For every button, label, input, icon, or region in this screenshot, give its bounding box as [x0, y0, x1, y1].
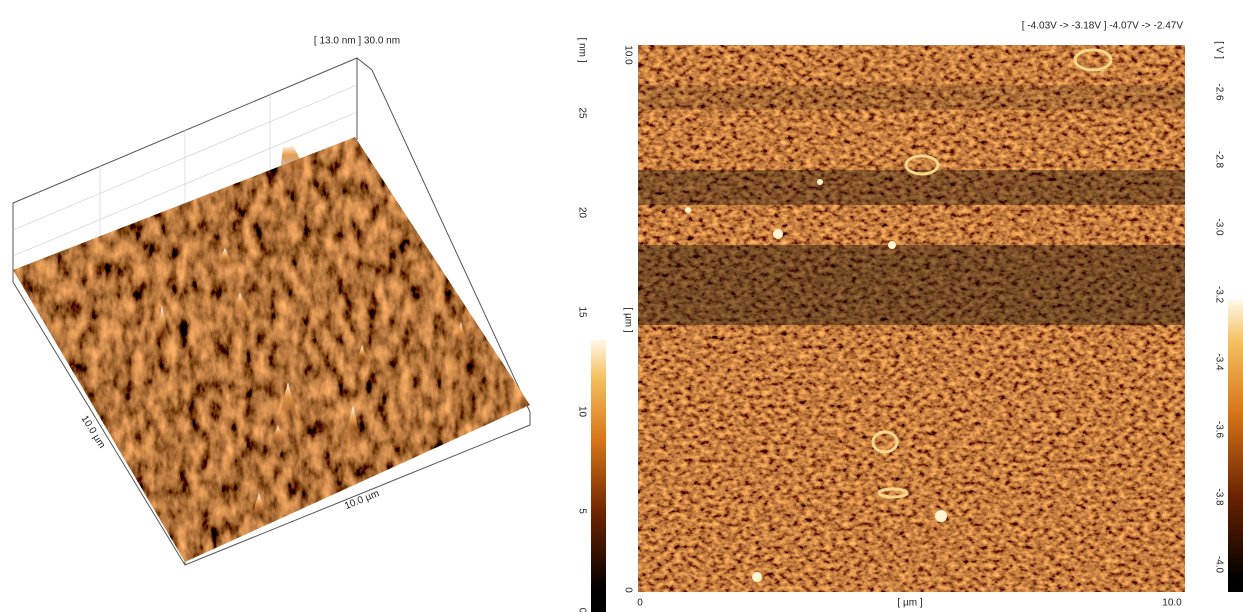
voltage-tick-label: -2.6 — [1213, 83, 1224, 101]
height-colorbar — [591, 340, 606, 590]
x-size-label: 10.0 µm — [343, 488, 381, 512]
y-max-label: 10.0 — [622, 45, 633, 65]
voltage-tick-label: -3.4 — [1213, 353, 1224, 371]
y-axis-label: [ µm ] — [622, 307, 633, 332]
voltage-tick-label: -3.6 — [1213, 421, 1224, 439]
image-title: [ -4.03V -> -3.18V ] -4.07V -> -2.47V — [1022, 21, 1184, 32]
voltage-colorbar — [1228, 300, 1243, 580]
voltage-unit: [ V ] — [1213, 41, 1224, 59]
height-tick-label: 25 — [576, 107, 587, 119]
height-tick-label: 5 — [576, 508, 587, 514]
voltage-tick-label: -3.0 — [1213, 218, 1224, 236]
surface-title: [ 13.0 nm ] 30.0 nm — [314, 36, 400, 47]
voltage-tick-label: -3.2 — [1213, 286, 1224, 304]
y-min-label: 0 — [622, 587, 633, 593]
height-tick-label: 10 — [576, 406, 587, 418]
voltage-colorbar-base — [1228, 580, 1243, 592]
x-axis-label: [ µm ] — [897, 598, 922, 609]
surface-3d — [0, 130, 540, 570]
image-2d — [638, 45, 1185, 592]
x-max-label: 10.0 — [1162, 598, 1182, 609]
height-tick-label: 20 — [576, 207, 587, 219]
voltage-tick-label: -3.8 — [1213, 488, 1224, 506]
colorbar-base — [591, 590, 606, 612]
voltage-tick-label: -4.0 — [1213, 556, 1224, 574]
height-tick-label: 15 — [576, 306, 587, 318]
voltage-tick-label: -2.8 — [1213, 151, 1224, 169]
height-tick-label: 0 — [576, 608, 587, 612]
height-unit: [ nm ] — [576, 37, 587, 62]
x-min-label: 0 — [637, 598, 643, 609]
afm-figure: [ 13.0 nm ] 30.0 nm 10.0 µm 10.0 µm [ nm… — [0, 0, 1243, 612]
